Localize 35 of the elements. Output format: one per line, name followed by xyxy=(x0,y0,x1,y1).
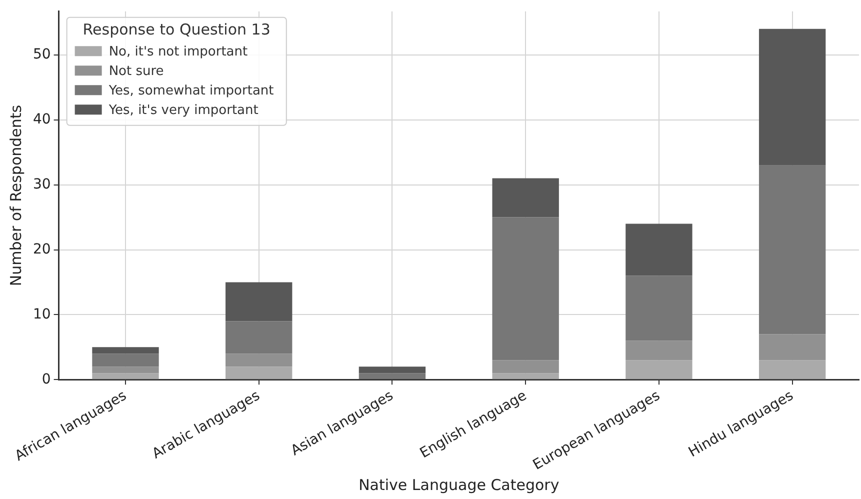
y-tick-label: 20 xyxy=(32,241,51,258)
bar xyxy=(492,217,559,360)
bar xyxy=(92,354,159,367)
bar xyxy=(92,366,159,374)
bar xyxy=(626,276,692,341)
legend-title: Response to Question 13 xyxy=(82,20,270,38)
bar xyxy=(626,340,692,360)
bar xyxy=(626,224,692,276)
bar xyxy=(358,373,426,380)
bar xyxy=(226,282,292,322)
bar xyxy=(226,354,292,367)
bar xyxy=(492,373,559,380)
legend-label: No, it's not important xyxy=(108,44,248,60)
bar xyxy=(226,366,292,380)
legend-label: Not sure xyxy=(108,64,164,80)
bar xyxy=(758,360,826,380)
y-tick-label: 10 xyxy=(32,306,51,322)
x-axis-title: Native Language Category xyxy=(358,476,560,494)
bar xyxy=(758,334,826,360)
y-tick-label: 40 xyxy=(32,112,51,128)
bar xyxy=(92,373,159,380)
bar xyxy=(758,28,826,166)
legend-label: Yes, somewhat important xyxy=(108,84,274,99)
bar xyxy=(92,347,159,354)
bar xyxy=(626,360,692,380)
bar xyxy=(492,178,559,218)
bar xyxy=(226,321,292,354)
y-axis-title: Number of Respondents xyxy=(6,104,25,286)
y-tick-label: 0 xyxy=(42,371,51,388)
bar xyxy=(358,366,426,374)
bar xyxy=(758,165,826,334)
bar xyxy=(492,360,559,374)
y-tick-label: 50 xyxy=(32,46,51,63)
legend-label: Yes, it's very important xyxy=(108,103,258,118)
y-tick-label: 30 xyxy=(32,176,51,192)
